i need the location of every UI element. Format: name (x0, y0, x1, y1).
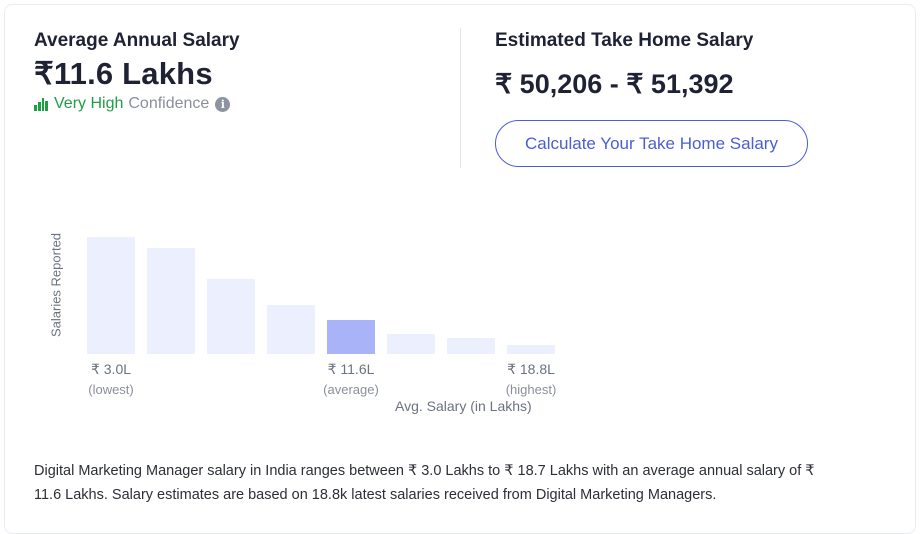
chart-bar-1 (87, 237, 135, 354)
chart-bar-8 (507, 345, 555, 354)
take-home-range: ₹ 50,206 - ₹ 51,392 (495, 69, 734, 99)
confidence-level: Very High (54, 95, 124, 112)
chart-bar-2 (147, 248, 195, 354)
chart-bar-3 (207, 279, 255, 354)
take-home-section: Estimated Take Home Salary ₹ 50,206 - ₹ … (495, 30, 808, 167)
info-icon[interactable]: i (215, 96, 231, 112)
chart-bar-4 (267, 305, 315, 354)
average-salary-value: ₹11.6 Lakhs (34, 56, 213, 91)
confidence-row: Very High Confidence i (34, 95, 240, 113)
signal-bars-icon (34, 97, 48, 111)
salary-description: Digital Marketing Manager salary in Indi… (34, 463, 815, 503)
calculate-take-home-button[interactable]: Calculate Your Take Home Salary (495, 120, 808, 167)
chart-bar-6 (387, 334, 435, 354)
average-salary-title: Average Annual Salary (34, 30, 240, 51)
section-divider (460, 28, 461, 168)
confidence-label: Confidence (128, 95, 210, 112)
chart-bar-7 (447, 338, 495, 354)
chart-bar-5 (327, 320, 375, 354)
take-home-title: Estimated Take Home Salary (495, 30, 754, 51)
average-salary-section: Average Annual Salary ₹11.6 Lakhs Very H… (34, 30, 240, 113)
